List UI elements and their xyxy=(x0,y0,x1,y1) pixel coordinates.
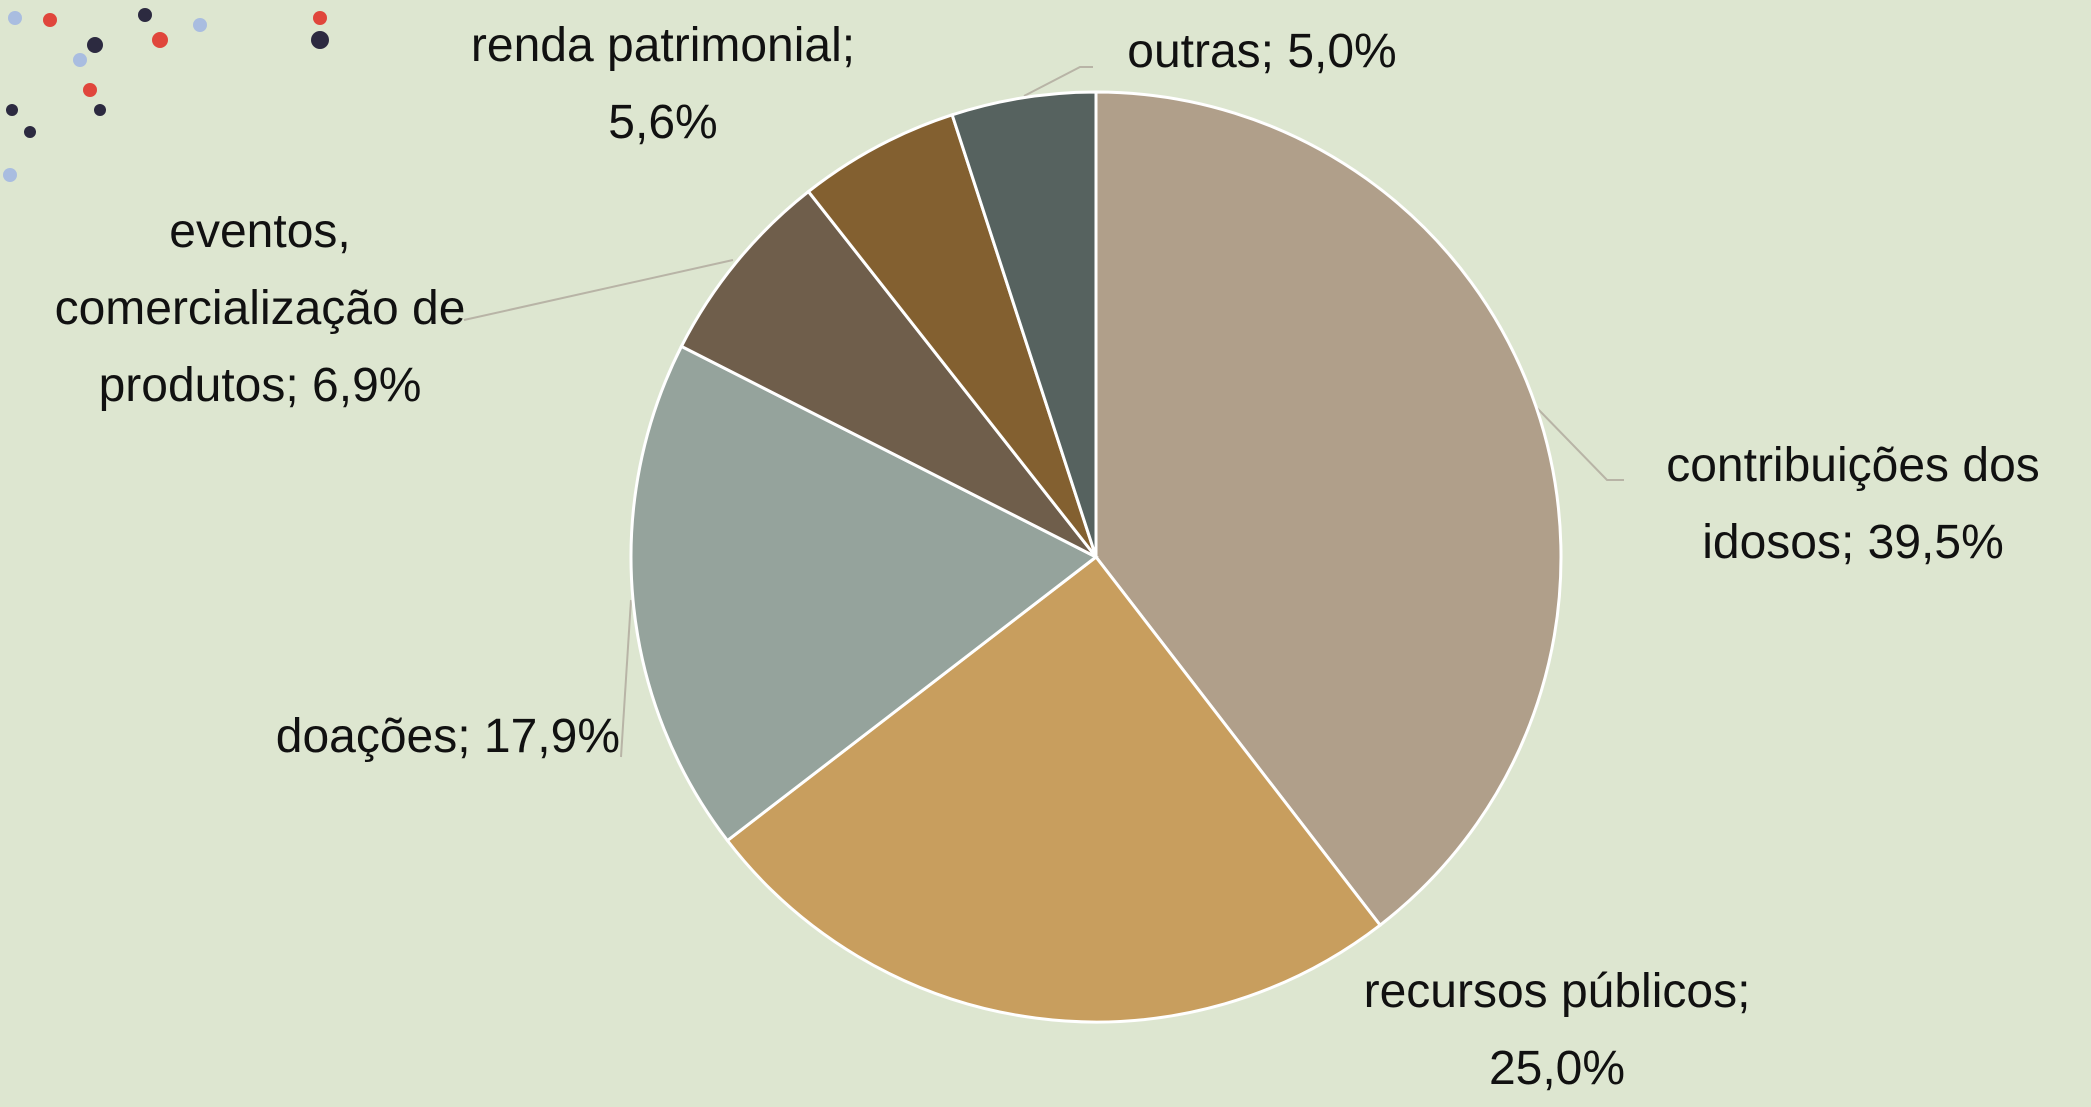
leader-lines xyxy=(463,66,1624,758)
pie-slice xyxy=(725,554,1383,1024)
data-label: renda patrimonial; 5,6% xyxy=(470,19,856,149)
pie-slice xyxy=(806,112,1098,558)
data-label: recursos públicos; 25,0% xyxy=(1363,965,1751,1095)
pie-slice xyxy=(950,90,1098,558)
data-label: eventos, comercialização de produtos; 6,… xyxy=(54,205,466,412)
decoration xyxy=(3,8,329,182)
data-label: doações; 17,9% xyxy=(275,710,620,763)
data-label: outras; 5,0% xyxy=(1127,25,1397,78)
pie-slice xyxy=(629,344,1099,843)
pie-slice xyxy=(679,189,1098,559)
pie-slice xyxy=(1094,90,1563,928)
data-label: contribuições dos idosos; 39,5% xyxy=(1666,439,2040,569)
